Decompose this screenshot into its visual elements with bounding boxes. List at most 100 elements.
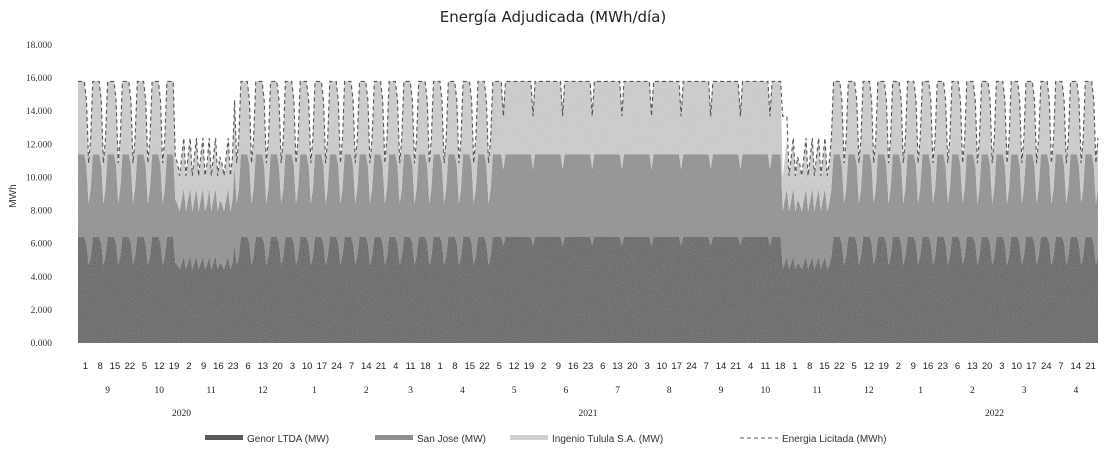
x-day-label: 7 [704,361,709,372]
legend-swatch-ingenio-tulula-s-a-mw [510,435,548,440]
x-day-label: 16 [923,361,934,372]
x-month-label: 2 [970,386,975,396]
x-year-label: 2021 [579,409,598,419]
x-month-label: 7 [615,386,620,396]
x-day-label: 22 [479,361,490,372]
x-day-label: 22 [124,361,135,372]
x-day-label: 7 [1058,361,1063,372]
x-day-label: 15 [110,361,121,372]
x-month-label: 6 [563,386,568,396]
x-day-label: 3 [290,361,295,372]
line-series [78,80,1099,176]
x-day-label: 2 [186,361,191,372]
legend-swatch-san-jose-mw [375,435,413,440]
x-day-label: 3 [999,361,1004,372]
x-month-label: 1 [918,386,923,396]
x-day-label: 20 [982,361,993,372]
x-month-label: 3 [1022,386,1027,396]
y-tick-label: 8.000 [31,207,53,217]
x-day-label: 6 [955,361,960,372]
y-tick-label: 14.000 [26,107,52,117]
y-tick-label: 2.000 [31,306,53,316]
x-month-label: 4 [460,386,465,396]
x-day-label: 16 [568,361,579,372]
x-month-label: 12 [258,386,268,396]
x-day-label: 10 [657,361,668,372]
y-tick-label: 6.000 [31,240,53,250]
x-day-label: 8 [807,361,812,372]
x-day-label: 6 [245,361,250,372]
x-month-label: 3 [408,386,413,396]
area-series-san-jose-mw [78,154,1098,270]
x-day-label: 7 [349,361,354,372]
x-day-label: 12 [509,361,520,372]
x-day-label: 24 [331,361,342,372]
x-day-label: 1 [792,361,797,372]
x-day-label: 17 [671,361,682,372]
x-day-label: 9 [556,361,561,372]
y-tick-label: 12.000 [26,140,52,150]
x-day-label: 12 [864,361,875,372]
x-day-label: 1 [438,361,443,372]
x-day-label: 11 [760,361,770,372]
x-day-label: 4 [748,361,753,372]
x-day-label: 9 [911,361,916,372]
x-day-label: 5 [142,361,147,372]
x-month-label: 1 [312,386,317,396]
x-month-label: 11 [813,386,822,396]
x-month-label: 11 [206,386,215,396]
x-day-label: 5 [851,361,856,372]
stacked-areas [78,81,1098,343]
x-day-label: 12 [154,361,165,372]
x-day-label: 2 [896,361,901,372]
x-day-label: 10 [302,361,313,372]
x-year-label: 2020 [172,409,191,419]
x-day-label: 16 [213,361,224,372]
x-day-label: 15 [464,361,475,372]
legend: Genor LTDA (MW) San Jose (MW) Ingenio Tulu… [205,434,886,445]
x-month-label: 5 [512,386,517,396]
x-month-label: 10 [761,386,771,396]
x-day-label: 22 [834,361,845,372]
y-axis-label: MWh [8,184,19,207]
x-year-label: 2022 [985,409,1004,419]
x-day-label: 4 [393,361,398,372]
y-axis-ticks: 0.000 2.000 4.000 6.000 8.000 10.000 12.000 14.… [26,41,52,349]
x-day-label: 2 [541,361,546,372]
area-series-ingenio-tulula-s-a-mw [78,81,1098,212]
x-day-label: 24 [686,361,697,372]
x-day-label: 21 [731,361,742,372]
legend-label-ingenio-tulula-s-a-mw: Ingenio Tulula S.A. (MW) [552,434,663,445]
x-month-label: 9 [719,386,724,396]
x-day-label: 13 [967,361,978,372]
x-day-label: 9 [201,361,206,372]
legend-swatch-genor-ltda-mw [205,435,243,440]
x-day-label: 18 [775,361,786,372]
x-day-label: 8 [452,361,457,372]
x-day-label: 20 [272,361,283,372]
legend-label-genor-ltda-mw: Genor LTDA (MW) [247,434,329,445]
y-tick-label: 16.000 [26,74,52,84]
x-axis-year-labels: 2020 2021 2022 [172,409,1004,419]
x-day-label: 14 [361,361,372,372]
y-tick-label: 10.000 [26,173,52,183]
x-month-label: 4 [1073,386,1078,396]
y-tick-label: 18.000 [26,41,52,51]
x-day-label: 17 [317,361,328,372]
x-axis-day-labels: 1 8 15 22 5 12 19 2 9 16 23 6 13 20 3 10 17 24 7 14 21 4 11 18 1… [83,361,1096,372]
x-day-label: 15 [819,361,830,372]
x-day-label: 11 [406,361,416,372]
x-day-label: 1 [83,361,88,372]
x-day-label: 3 [644,361,649,372]
y-tick-label: 4.000 [31,273,53,283]
x-day-label: 14 [1071,361,1082,372]
x-day-label: 13 [257,361,268,372]
y-tick-label: 0.000 [31,339,53,349]
x-month-label: 8 [667,386,672,396]
x-day-label: 23 [583,361,594,372]
x-day-label: 17 [1026,361,1037,372]
x-day-label: 13 [612,361,623,372]
x-day-label: 19 [878,361,889,372]
